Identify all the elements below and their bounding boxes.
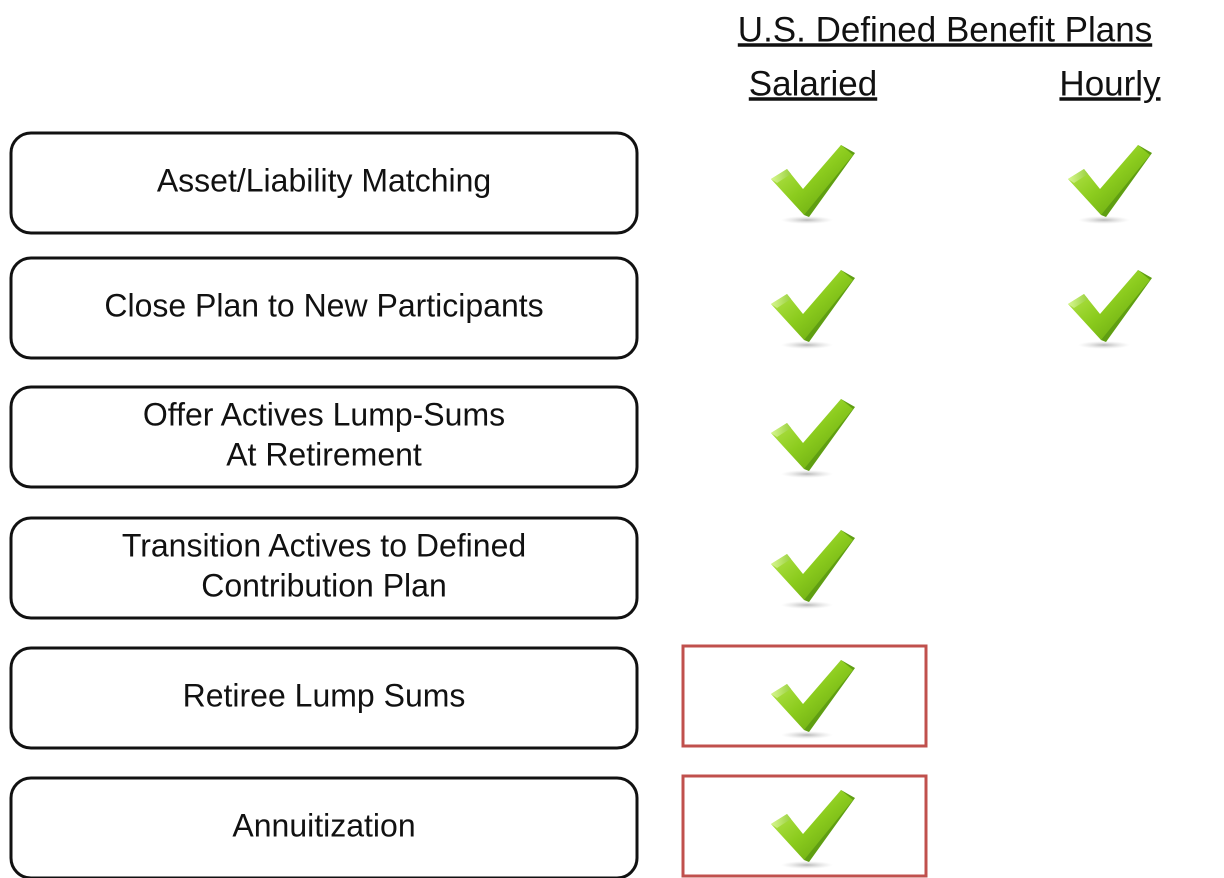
column-header: Hourly	[1059, 64, 1161, 103]
checkmark	[771, 270, 855, 349]
checkmark	[771, 660, 855, 739]
check-top	[771, 423, 791, 437]
check-body	[1068, 145, 1150, 215]
checkmark	[1068, 145, 1152, 224]
check-top	[771, 554, 791, 568]
check-shadow	[781, 216, 833, 224]
row-box	[9, 131, 639, 235]
check-body	[771, 270, 853, 340]
header-title: U.S. Defined Benefit Plans	[738, 10, 1152, 49]
row-label: Contribution Plan	[201, 567, 446, 603]
checkmark	[771, 399, 855, 478]
highlight-box	[681, 644, 928, 748]
checkmark	[771, 790, 855, 869]
row-box	[9, 385, 639, 489]
check-body	[771, 660, 853, 730]
row-box	[9, 516, 639, 620]
check-body	[771, 399, 853, 469]
check-shadow	[781, 601, 833, 609]
check-top	[771, 294, 791, 308]
check-top	[771, 684, 791, 698]
check-top	[771, 169, 791, 183]
check-shadow	[781, 731, 833, 739]
check-body	[771, 530, 853, 600]
column-header: Salaried	[749, 64, 877, 103]
check-shadow	[1078, 216, 1130, 224]
row-label: Close Plan to New Participants	[104, 287, 543, 323]
row-label: Asset/Liability Matching	[157, 162, 491, 198]
check-body	[1068, 270, 1150, 340]
check-shadow	[1078, 341, 1130, 349]
row-label: Annuitization	[232, 807, 415, 843]
checkmark	[771, 145, 855, 224]
check-top	[1068, 169, 1088, 183]
row-box	[9, 256, 639, 360]
check-top	[1068, 294, 1088, 308]
check-shadow	[781, 861, 833, 869]
row-label: Retiree Lump Sums	[183, 677, 466, 713]
checkmark	[1068, 270, 1152, 349]
check-body	[771, 790, 853, 860]
row-label: Offer Actives Lump-Sums	[143, 396, 505, 432]
check-shadow	[781, 341, 833, 349]
checkmark	[771, 530, 855, 609]
row-box	[9, 646, 639, 750]
check-body	[771, 145, 853, 215]
row-label: Transition Actives to Defined	[122, 527, 526, 563]
check-shadow	[781, 470, 833, 478]
check-top	[771, 814, 791, 828]
highlight-box	[681, 774, 928, 878]
row-label: At Retirement	[226, 436, 422, 472]
row-box	[9, 776, 639, 878]
